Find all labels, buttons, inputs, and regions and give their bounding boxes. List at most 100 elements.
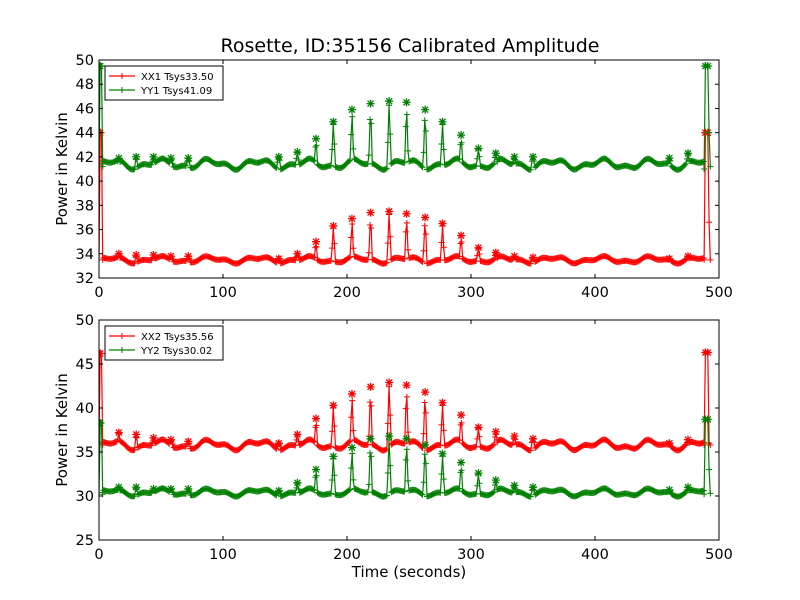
data-point	[665, 154, 674, 163]
data-point	[703, 415, 712, 424]
axes-frame	[98, 319, 720, 541]
data-point	[99, 62, 105, 71]
legend-marker	[119, 333, 125, 339]
y-tick-label: 42	[76, 150, 94, 166]
series-markers-1	[99, 129, 714, 267]
legend-label: XX1 Tsys33.50	[141, 72, 214, 83]
data-point	[510, 252, 519, 261]
data-point	[457, 131, 466, 140]
data-point	[347, 389, 356, 398]
bottom-plot: 0 100 200 300 400 500 25 30 35 40 45 50 Power in Kel…	[53, 313, 733, 581]
y-tick-label: 46	[76, 101, 94, 117]
data-point	[421, 105, 430, 114]
legend-label: XX2 Tsys35.56	[141, 332, 214, 343]
data-point	[510, 432, 519, 441]
data-point	[366, 382, 375, 391]
data-point	[665, 485, 674, 494]
data-point	[99, 349, 105, 358]
series-markers-2	[99, 63, 714, 173]
data-point	[329, 401, 338, 410]
data-point	[149, 152, 158, 161]
data-point	[529, 483, 537, 492]
data-point	[474, 144, 483, 153]
legend: XX1 Tsys33.50 YY1 Tsys41.09	[104, 65, 224, 101]
data-point	[312, 237, 320, 246]
legend: XX2 Tsys35.56 YY2 Tsys30.02	[104, 325, 224, 361]
data-point	[510, 481, 519, 490]
legend-box	[104, 65, 224, 101]
data-point	[132, 430, 141, 439]
axes-frame	[98, 59, 720, 279]
x-axis-label: Time (seconds)	[351, 563, 467, 581]
legend-marker	[119, 347, 125, 353]
data-point	[684, 483, 692, 492]
y-axis-label: Power in Kelvin	[53, 112, 71, 226]
data-point	[329, 221, 338, 230]
legend-marker	[119, 87, 125, 93]
y-tick-label: 36	[76, 223, 94, 239]
data-point	[438, 449, 447, 458]
data-point	[132, 483, 141, 492]
data-point	[402, 98, 411, 107]
data-point	[149, 433, 158, 442]
x-tick-label: 400	[581, 547, 609, 563]
data-point	[421, 213, 430, 222]
x-tick-label: 100	[209, 547, 237, 563]
data-point	[438, 219, 447, 228]
y-tick-label: 30	[76, 489, 94, 505]
top-plot: 0 100 200 300 400 500 32 34 36 38 40 42 44 46 48 50 Powe…	[53, 53, 733, 301]
y-tick-label: 50	[76, 313, 94, 329]
data-point	[312, 465, 320, 474]
series-markers-2	[99, 416, 714, 500]
y-tick-label: 44	[76, 126, 94, 142]
data-point	[293, 148, 302, 157]
data-point	[114, 154, 123, 163]
data-point	[114, 483, 123, 492]
data-point	[184, 437, 193, 446]
data-point	[312, 414, 320, 423]
x-tick-label: 300	[457, 285, 485, 301]
x-tick-label: 500	[705, 547, 733, 563]
data-point	[529, 152, 537, 161]
data-point	[474, 243, 483, 252]
data-point	[166, 484, 175, 493]
data-point	[149, 484, 158, 493]
data-point	[402, 434, 411, 443]
x-tick-label: 200	[333, 547, 361, 563]
data-point	[457, 231, 466, 240]
x-tick-label: 0	[94, 547, 103, 563]
x-tick-label: 200	[333, 285, 361, 301]
x-tick-label: 400	[581, 285, 609, 301]
y-tick-label: 38	[76, 198, 94, 214]
series-markers-1	[99, 349, 714, 454]
series-layer	[99, 62, 714, 267]
data-point	[114, 428, 123, 437]
data-point	[366, 99, 375, 108]
y-tick-label: 35	[76, 445, 94, 461]
data-point	[491, 149, 500, 158]
y-tick-label: 40	[76, 174, 94, 190]
data-point	[166, 435, 175, 444]
data-point	[347, 105, 356, 114]
data-point	[385, 207, 394, 216]
data-point	[293, 478, 302, 487]
data-point	[457, 458, 466, 467]
data-point	[366, 208, 375, 217]
data-point	[665, 254, 674, 263]
data-point	[438, 398, 447, 407]
data-point	[184, 252, 193, 261]
y-axis-label: Power in Kelvin	[53, 373, 71, 487]
data-point	[274, 254, 283, 263]
y-tick-label: 45	[76, 357, 94, 373]
data-point	[529, 253, 537, 262]
data-point	[347, 443, 356, 452]
data-point	[347, 214, 356, 223]
x-tick-label: 0	[94, 285, 103, 301]
series-layer	[99, 348, 714, 500]
y-tick-label: 40	[76, 401, 94, 417]
chart-title: Rosette, ID:35156 Calibrated Amplitude	[221, 35, 600, 57]
data-point	[312, 134, 320, 143]
x-tick-label: 300	[457, 547, 485, 563]
data-point	[293, 430, 302, 439]
data-point	[132, 152, 141, 161]
